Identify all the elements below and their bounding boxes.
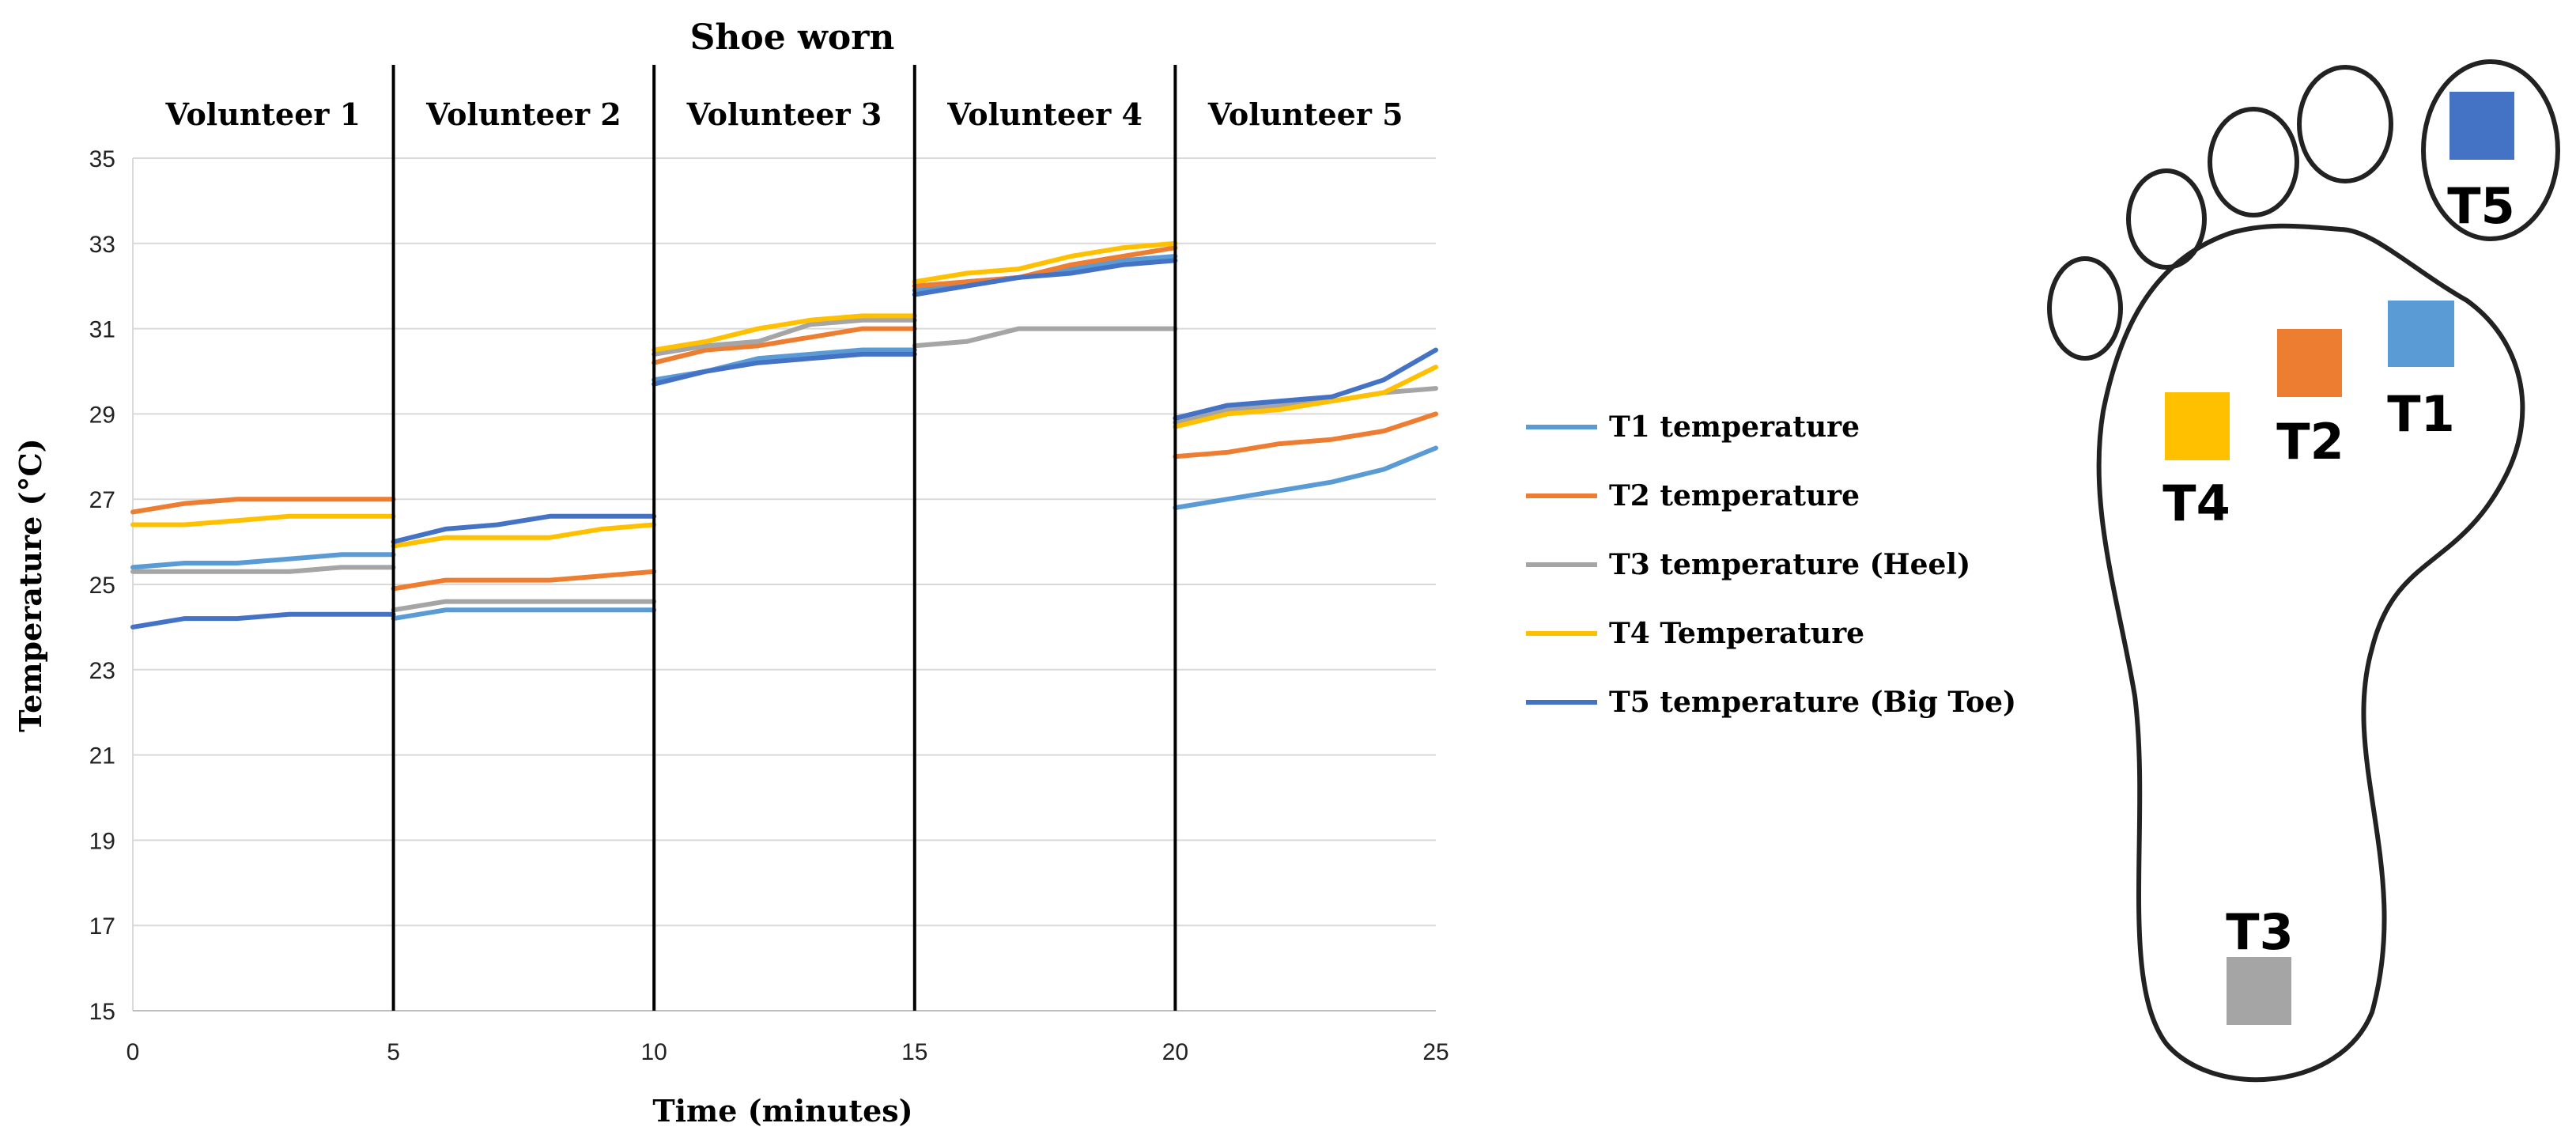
grid-lines (133, 157, 1436, 1012)
toe-fourth-outline (2126, 168, 2207, 270)
series-2-line-segment-3 (652, 326, 917, 365)
legend-label-3: T3 temperature (Heel) (1609, 548, 1970, 581)
series-5-line-segment-1 (130, 611, 396, 630)
y-tick-25: 25 (89, 573, 115, 599)
y-tick-33: 33 (89, 232, 115, 258)
series-3-line-segment-3 (652, 317, 917, 357)
series-1 (130, 254, 1438, 622)
y-tick-27: 27 (89, 487, 115, 513)
series-3-line-segment-2 (391, 599, 657, 613)
y-tick-19: 19 (89, 828, 115, 854)
series-4-line-segment-1 (130, 513, 396, 528)
x-tick-0: 0 (127, 1039, 140, 1065)
volunteer-label-4: Volunteer 4 (946, 96, 1143, 132)
series-2 (130, 245, 1438, 592)
volunteer-labels: Volunteer 1 Volunteer 2 Volunteer 3 Volunte… (164, 96, 1403, 132)
y-axis-label: Temperature (°C) (13, 438, 48, 732)
sensor-t5-marker (2449, 92, 2514, 160)
sensor-t1-label: T1 (2387, 385, 2454, 443)
series-5-line-segment-3 (652, 351, 917, 387)
series-3-line-segment-1 (130, 565, 396, 574)
x-axis-label: Time (minutes) (652, 1093, 912, 1129)
series-4 (130, 240, 1438, 549)
chart-title: Shoe worn (690, 17, 895, 58)
series-2-line-segment-5 (1173, 411, 1438, 459)
series-5 (130, 258, 1438, 630)
series-layer (130, 240, 1438, 630)
series-1-line-segment-5 (1173, 445, 1438, 510)
series-3 (130, 317, 1438, 613)
foot-outline (2096, 223, 2525, 1083)
y-tick-labels: 15 17 19 21 23 25 27 29 31 33 35 (89, 146, 115, 1025)
legend-item-1: T1 temperature (1526, 410, 1860, 444)
volunteer-label-5: Volunteer 5 (1207, 96, 1403, 132)
y-tick-23: 23 (89, 658, 115, 684)
volunteer-dividers (391, 65, 1177, 1011)
volunteer-label-1: Volunteer 1 (164, 96, 361, 132)
series-2-line-segment-4 (912, 245, 1178, 289)
legend-item-5: T5 temperature (Big Toe) (1526, 686, 2016, 719)
volunteer-label-2: Volunteer 2 (425, 96, 621, 132)
legend-item-3: T3 temperature (Heel) (1526, 548, 1970, 581)
series-5-line-segment-2 (391, 513, 657, 545)
series-4-line-segment-3 (652, 313, 917, 353)
x-tick-5: 5 (387, 1039, 400, 1065)
sensor-t2-label: T2 (2276, 413, 2344, 471)
x-tick-20: 20 (1162, 1039, 1188, 1065)
x-tick-15: 15 (901, 1039, 927, 1065)
sensor-t3-marker (2227, 957, 2291, 1025)
toe-third-outline (2208, 107, 2299, 217)
volunteer-label-3: Volunteer 3 (686, 96, 882, 132)
y-tick-21: 21 (89, 743, 115, 770)
y-tick-31: 31 (89, 317, 115, 343)
legend-label-4: T4 Temperature (1609, 617, 1864, 650)
series-1-line-segment-1 (130, 552, 396, 570)
toe-big-outline (2421, 59, 2560, 241)
x-tick-25: 25 (1422, 1039, 1449, 1065)
legend-label-5: T5 temperature (Big Toe) (1609, 686, 2016, 719)
foot-diagram: T5 T1 T2 T4 T3 (2047, 59, 2560, 1083)
plot-area (132, 158, 1436, 1012)
sensor-t5-label: T5 (2447, 177, 2514, 235)
sensor-t2-marker (2277, 329, 2342, 397)
legend-label-2: T2 temperature (1609, 479, 1860, 512)
x-tick-10: 10 (641, 1039, 667, 1065)
series-2-line-segment-1 (130, 497, 396, 515)
series-5-line-segment-5 (1173, 347, 1438, 421)
series-5-line-segment-4 (912, 258, 1178, 297)
legend-item-4: T4 Temperature (1526, 617, 1864, 650)
sensor-t3-label: T3 (2226, 903, 2293, 961)
series-2-line-segment-2 (391, 569, 657, 592)
legend: T1 temperature T2 temperature T3 temperatu… (1526, 410, 2016, 719)
sensor-t1-marker (2388, 301, 2454, 367)
legend-label-1: T1 temperature (1609, 410, 1860, 444)
series-4-line-segment-4 (912, 240, 1178, 285)
legend-item-2: T2 temperature (1526, 479, 1860, 512)
sensor-t4-label: T4 (2162, 475, 2230, 532)
toe-second-outline (2297, 65, 2393, 183)
y-tick-17: 17 (89, 913, 115, 940)
series-4-line-segment-2 (391, 522, 657, 549)
x-tick-labels: 0 5 10 15 20 25 (127, 1039, 1449, 1065)
sensor-t4-marker (2165, 392, 2230, 460)
series-4-line-segment-5 (1173, 365, 1438, 429)
series-3-line-segment-4 (912, 326, 1178, 349)
y-tick-35: 35 (89, 146, 115, 172)
toe-fifth-outline (2047, 256, 2123, 361)
y-tick-15: 15 (89, 999, 115, 1025)
y-tick-29: 29 (89, 402, 115, 428)
series-1-line-segment-2 (391, 607, 657, 622)
